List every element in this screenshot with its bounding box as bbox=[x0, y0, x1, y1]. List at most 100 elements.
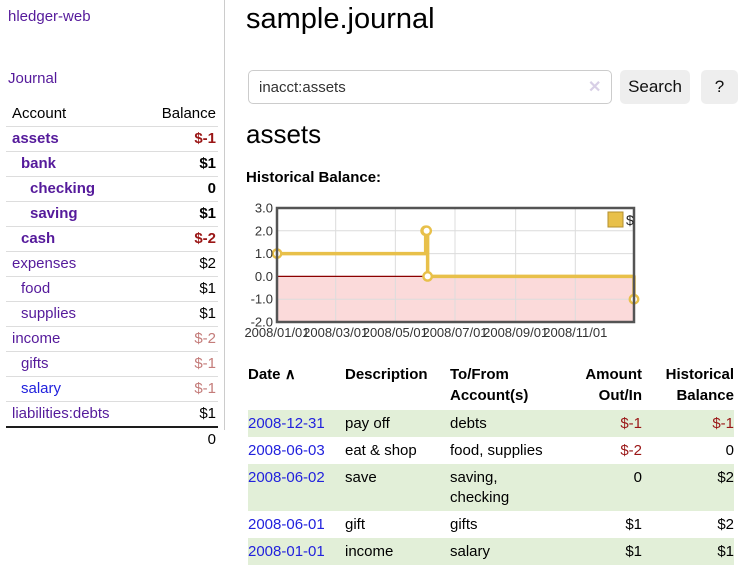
x-tick-label: 2008/07/01 bbox=[422, 325, 487, 340]
account-link[interactable]: food bbox=[21, 280, 51, 297]
search-button[interactable]: Search bbox=[620, 70, 690, 104]
account-link[interactable]: bank bbox=[21, 155, 57, 172]
transaction-accounts: salary bbox=[450, 538, 570, 565]
brand-link[interactable]: hledger-web bbox=[8, 8, 91, 25]
account-balance: $1 bbox=[143, 201, 218, 227]
transaction-amount: 0 bbox=[570, 464, 642, 511]
account-balance: $-1 bbox=[143, 126, 218, 152]
account-link[interactable]: saving bbox=[30, 205, 78, 222]
account-row: checking 0 bbox=[6, 176, 218, 202]
account-row: supplies $1 bbox=[6, 301, 218, 327]
account-link[interactable]: supplies bbox=[21, 305, 77, 322]
account-balance: $2 bbox=[143, 251, 218, 277]
transaction-date-link[interactable]: 2008-12-31 bbox=[248, 415, 325, 432]
chart-heading: Historical Balance: bbox=[246, 169, 382, 186]
account-row: salary $-1 bbox=[6, 376, 218, 402]
date-column-header[interactable]: Date ∧ bbox=[248, 366, 296, 383]
transaction-accounts: debts bbox=[450, 410, 570, 437]
account-balance: 0 bbox=[143, 176, 218, 202]
transaction-description: gift bbox=[345, 516, 366, 533]
account-balance: $-2 bbox=[143, 326, 218, 352]
transaction-accounts: food, supplies bbox=[450, 442, 543, 459]
account-row: cash $-2 bbox=[6, 226, 218, 252]
transaction-balance: 0 bbox=[725, 442, 734, 459]
y-tick-label: -2.0 bbox=[251, 315, 273, 330]
transaction-accounts: gifts bbox=[450, 516, 478, 533]
account-link[interactable]: cash bbox=[21, 230, 56, 247]
account-link[interactable]: income bbox=[12, 330, 61, 347]
y-tick-label: 3.0 bbox=[255, 201, 273, 216]
account-balance: $-1 bbox=[143, 351, 218, 377]
data-point-marker bbox=[421, 225, 433, 237]
transaction-accounts: saving, checking bbox=[450, 464, 570, 511]
sidebar-divider bbox=[224, 0, 225, 430]
historical-balance-chart[interactable]: $3.0 2.0 1.0 0.0 -1.0 -2.02008/01/012008/03/0… bbox=[240, 200, 710, 350]
help-button[interactable]: ? bbox=[701, 70, 738, 104]
x-tick-label: 2008/11/01 bbox=[543, 325, 607, 340]
register-body: 2008-12-31 pay off debts $-1 $-1 2008-06-03 ea… bbox=[248, 410, 734, 565]
historical-balance-column-header: Historical Balance bbox=[665, 366, 734, 404]
transaction-balance: $1 bbox=[642, 538, 734, 565]
account-tree: Account Balance assets $-1 bank $1 checking 0… bbox=[6, 102, 218, 452]
transaction-description: pay off bbox=[345, 410, 450, 437]
transaction-amount: $1 bbox=[570, 538, 642, 565]
account-link[interactable]: assets bbox=[12, 130, 59, 147]
legend-label: $ bbox=[626, 212, 634, 228]
account-tree-header-row: Account Balance bbox=[6, 102, 218, 127]
transaction-amount: $-1 bbox=[570, 410, 642, 437]
account-tree-body: assets $-1 bank $1 checking 0 saving $1 cash $-2 e… bbox=[6, 126, 218, 427]
clear-search-icon[interactable]: ✕ bbox=[588, 79, 602, 96]
description-column-header: Description bbox=[345, 366, 428, 383]
transaction-balance: $2 bbox=[642, 464, 734, 511]
transaction-row: 2008-06-02 save saving, checking 0 $2 bbox=[248, 464, 734, 511]
x-tick-label: 2008/01/01 bbox=[244, 325, 309, 340]
account-link[interactable]: salary bbox=[21, 380, 62, 397]
transaction-date-link[interactable]: 2008-06-02 bbox=[248, 469, 325, 486]
transaction-row: 2008-01-01 income salary $1 $1 bbox=[248, 538, 734, 565]
y-tick-label: 1.0 bbox=[255, 246, 273, 261]
y-tick-label: -1.0 bbox=[251, 292, 273, 307]
legend-swatch bbox=[607, 211, 624, 228]
account-column-header: Account bbox=[12, 105, 67, 122]
transaction-row: 2008-12-31 pay off debts $-1 $-1 bbox=[248, 410, 734, 437]
transaction-row: 2008-06-01 gift gifts $1 $2 bbox=[248, 511, 734, 538]
transaction-row: 2008-06-03 eat & shop food, supplies $-2 0 bbox=[248, 437, 734, 464]
account-balance: $1 bbox=[143, 401, 218, 427]
transaction-date-link[interactable]: 2008-06-03 bbox=[248, 442, 325, 459]
balance-column-header: Balance bbox=[161, 105, 216, 122]
account-row: bank $1 bbox=[6, 151, 218, 177]
transaction-amount: $1 bbox=[625, 516, 642, 533]
account-balance: $1 bbox=[143, 276, 218, 302]
account-row: food $1 bbox=[6, 276, 218, 302]
account-link[interactable]: checking bbox=[30, 180, 96, 197]
account-row: gifts $-1 bbox=[6, 351, 218, 377]
transaction-amount: $-2 bbox=[620, 442, 642, 459]
account-row: assets $-1 bbox=[6, 126, 218, 152]
transaction-date-link[interactable]: 2008-01-01 bbox=[248, 543, 325, 560]
account-balance: $-1 bbox=[143, 376, 218, 402]
transaction-date-link[interactable]: 2008-06-01 bbox=[248, 516, 325, 533]
plot-border bbox=[275, 206, 636, 324]
transaction-description: eat & shop bbox=[345, 442, 417, 459]
y-tick-label: 0.0 bbox=[255, 269, 273, 284]
y-tick-label: 2.0 bbox=[255, 223, 273, 238]
transaction-description: income bbox=[345, 538, 450, 565]
account-link[interactable]: gifts bbox=[21, 355, 49, 372]
account-link[interactable]: liabilities:debts bbox=[12, 405, 110, 422]
transaction-balance: $2 bbox=[717, 516, 734, 533]
sort-asc-icon: ∧ bbox=[284, 366, 296, 383]
account-balance: $1 bbox=[143, 301, 218, 327]
register-header-row: Date ∧ Description To/From Account(s) Am… bbox=[248, 361, 734, 410]
sidebar-item-journal[interactable]: Journal bbox=[8, 70, 58, 87]
x-tick-label: 2008/05/01 bbox=[363, 325, 428, 340]
account-link[interactable]: expenses bbox=[12, 255, 77, 272]
account-balance: $1 bbox=[143, 151, 218, 177]
sidebar-total-balance: 0 bbox=[143, 426, 218, 452]
search-input[interactable] bbox=[248, 70, 612, 104]
x-tick-label: 2008/09/01 bbox=[483, 325, 548, 340]
page-title: sample.journal bbox=[246, 3, 435, 35]
amount-column-header: Amount Out/In bbox=[585, 366, 642, 404]
sidebar-total-row: 0 bbox=[6, 426, 218, 452]
account-row: expenses $2 bbox=[6, 251, 218, 277]
account-row: income $-2 bbox=[6, 326, 218, 352]
